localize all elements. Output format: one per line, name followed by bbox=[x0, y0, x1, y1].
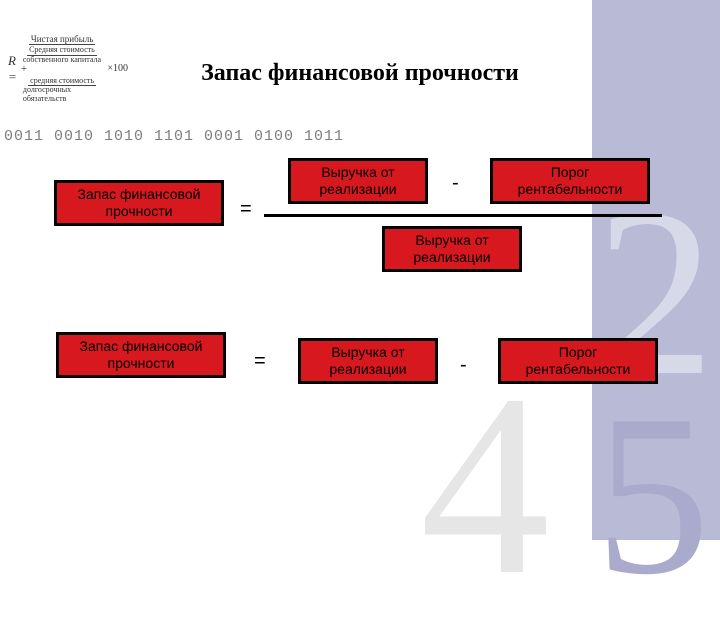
f1-lhs-box: Запас финансовой прочности bbox=[54, 180, 224, 226]
bg-number-5: 5 bbox=[595, 380, 710, 610]
f2-right-box: Порог рентабельности bbox=[498, 338, 658, 384]
f2-minus: - bbox=[460, 354, 467, 377]
f1-minus: - bbox=[452, 172, 459, 195]
binary-string: 0011 0010 1010 1101 0001 0100 1011 bbox=[4, 128, 344, 145]
bg-number-4: 4 bbox=[420, 355, 550, 615]
f1-fraction-bar bbox=[264, 214, 662, 217]
f2-lhs-box: Запас финансовой прочности bbox=[56, 332, 226, 378]
formula-numerator: Чистая прибыль bbox=[29, 35, 95, 45]
f1-denom-box: Выручка от реализации bbox=[382, 226, 522, 272]
f2-mid-box: Выручка от реализации bbox=[298, 338, 438, 384]
f1-num-right-box: Порог рентабельности bbox=[490, 158, 650, 204]
f1-equals: = bbox=[240, 198, 252, 221]
f1-num-left-box: Выручка от реализации bbox=[288, 158, 428, 204]
page-title: Запас финансовой прочности bbox=[0, 60, 720, 87]
f2-equals: = bbox=[254, 350, 266, 373]
